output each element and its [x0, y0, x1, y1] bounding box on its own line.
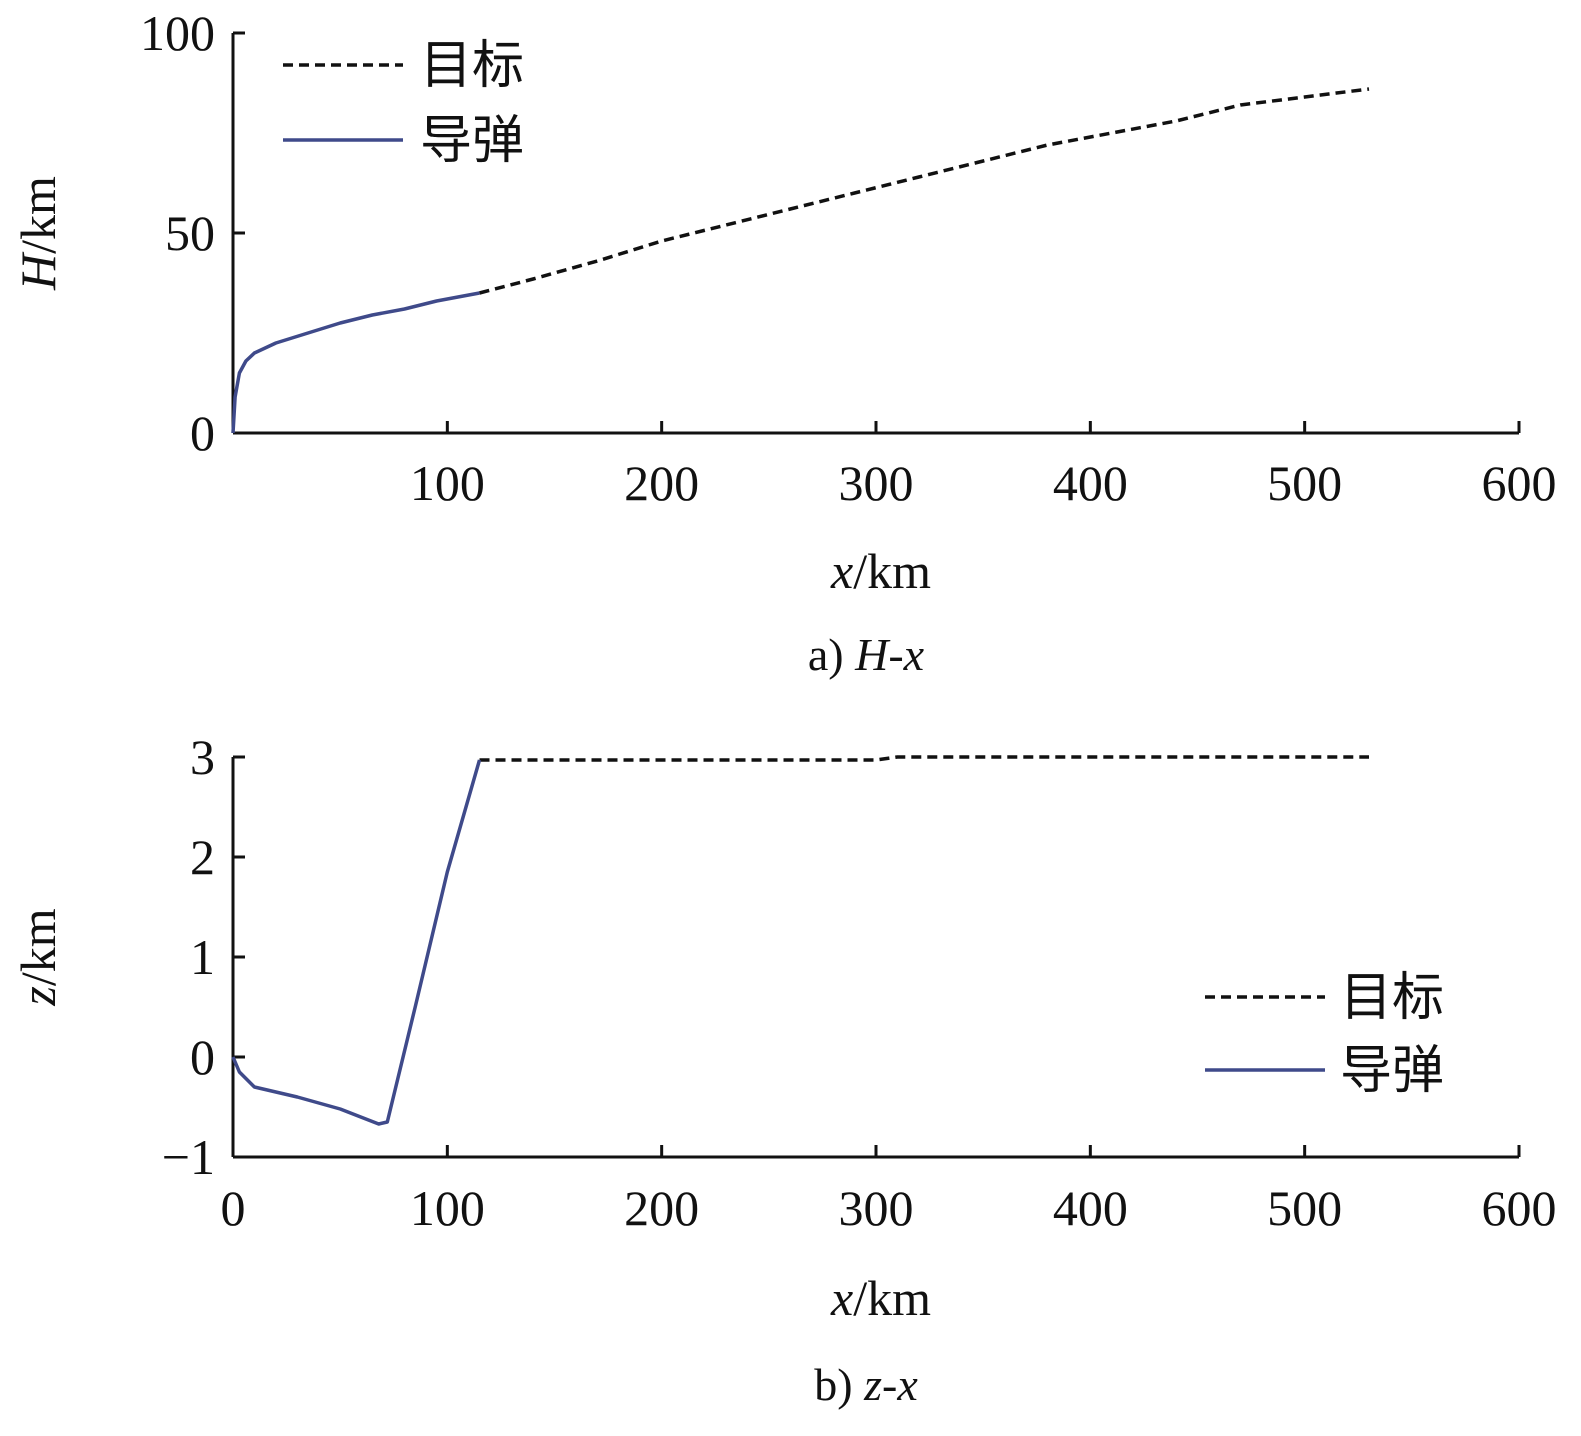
x-tick-label: 400 [1053, 455, 1128, 511]
y-tick-label: 0 [190, 1029, 215, 1085]
legend-label: 目标 [1340, 968, 1444, 1028]
x-tick-label: 300 [839, 1180, 914, 1236]
panel-caption: a) H-x [808, 629, 925, 680]
x-tick-label: 100 [410, 1180, 485, 1236]
series-line-missile [231, 291, 480, 434]
legend-label: 目标 [420, 36, 524, 96]
series-line-missile [231, 759, 482, 1126]
legend-label: 导弹 [420, 111, 524, 171]
legend-label: 导弹 [1340, 1041, 1444, 1101]
y-tick-label: 2 [190, 829, 215, 885]
panel-caption: b) z-x [814, 1359, 918, 1410]
x-tick-label: 600 [1482, 455, 1557, 511]
y-tick-label: 1 [190, 929, 215, 985]
x-axis-label: x/km [830, 1270, 931, 1326]
x-tick-label: 200 [624, 1180, 699, 1236]
y-axis-label: z/km [10, 908, 66, 1006]
x-tick-label: 400 [1053, 1180, 1128, 1236]
y-axis-label: H/km [10, 176, 66, 291]
x-tick-label: 300 [839, 455, 914, 511]
y-tick-label: 3 [190, 729, 215, 785]
y-tick-label: 100 [140, 5, 215, 61]
y-tick-label: −1 [162, 1129, 215, 1185]
panel-z-x: 0 100 200 300 400 500 600−10123目标导弹x/kmz/kmb) … [10, 729, 1557, 1410]
y-tick-label: 0 [190, 405, 215, 461]
x-tick-label: 0 [221, 1180, 246, 1236]
x-axis-label: x/km [830, 543, 931, 599]
x-tick-label: 200 [624, 455, 699, 511]
x-tick-label: 600 [1482, 1180, 1557, 1236]
series-line-target [479, 87, 1370, 295]
x-tick-label: 100 [410, 455, 485, 511]
y-tick-label: 50 [165, 205, 215, 261]
series-line-target [479, 755, 1369, 762]
x-tick-label: 500 [1267, 1180, 1342, 1236]
x-tick-label: 500 [1267, 455, 1342, 511]
